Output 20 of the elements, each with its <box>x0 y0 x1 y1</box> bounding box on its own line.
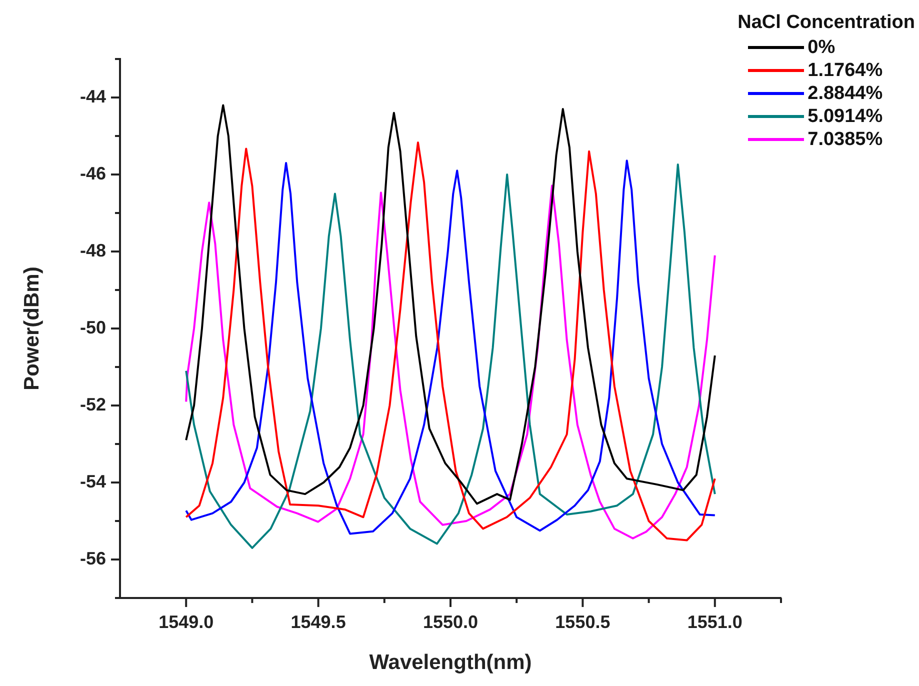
y-tick-label: -44 <box>80 86 106 106</box>
legend-label: 7.0385% <box>808 128 883 150</box>
legend-label: 5.0914% <box>808 106 883 128</box>
legend-title: NaCl Concentration <box>738 12 915 34</box>
x-tick-label: 1549.0 <box>158 612 214 632</box>
x-tick-label: 1551.0 <box>687 612 742 632</box>
legend-label: 1.1764% <box>808 60 883 82</box>
y-tick-label: -52 <box>80 394 106 414</box>
y-tick-label: -54 <box>80 471 106 492</box>
x-tick-label: 1550.5 <box>555 612 610 632</box>
y-tick-label: -50 <box>80 317 106 338</box>
y-axis-title: Power(dBm) <box>20 266 44 390</box>
y-tick-label: -56 <box>80 548 106 568</box>
y-tick-label: -46 <box>80 163 106 184</box>
x-axis-title: Wavelength(nm) <box>369 651 532 674</box>
x-tick-label: 1549.5 <box>290 612 346 632</box>
y-tick-label: -48 <box>80 240 106 260</box>
legend-label: 2.8844% <box>808 82 883 104</box>
x-tick-label: 1550.0 <box>422 612 478 632</box>
legend-label: 0% <box>808 36 836 58</box>
